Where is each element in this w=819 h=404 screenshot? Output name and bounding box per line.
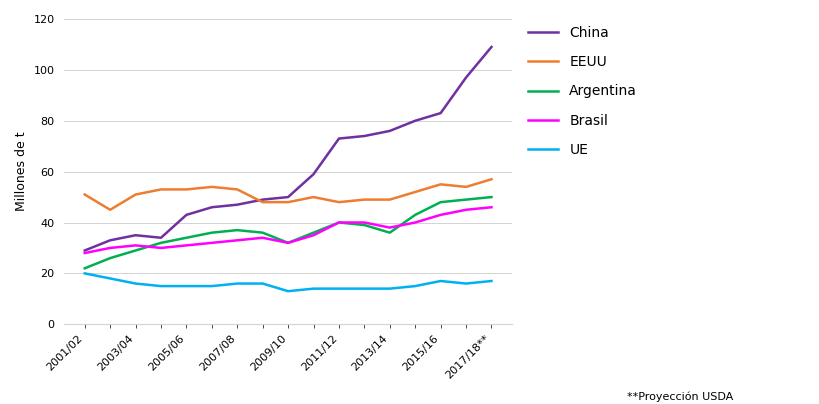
Argentina xyxy=(232,228,242,233)
UE xyxy=(359,286,369,291)
Argentina xyxy=(105,256,115,261)
Brasil xyxy=(308,233,318,238)
Argentina xyxy=(486,195,495,200)
China xyxy=(435,111,445,116)
UE xyxy=(435,279,445,284)
EEUU xyxy=(384,197,394,202)
EEUU xyxy=(359,197,369,202)
Line: China: China xyxy=(84,47,491,250)
China xyxy=(79,248,89,253)
Argentina xyxy=(359,223,369,227)
Line: Argentina: Argentina xyxy=(84,197,491,268)
Legend: China, EEUU, Argentina, Brasil, UE: China, EEUU, Argentina, Brasil, UE xyxy=(527,26,636,157)
China xyxy=(206,205,216,210)
Text: **Proyección USDA: **Proyección USDA xyxy=(627,391,733,402)
UE xyxy=(410,284,419,288)
UE xyxy=(232,281,242,286)
UE xyxy=(257,281,267,286)
EEUU xyxy=(308,195,318,200)
EEUU xyxy=(283,200,292,204)
EEUU xyxy=(79,192,89,197)
Brasil xyxy=(435,213,445,217)
EEUU xyxy=(333,200,343,204)
China xyxy=(130,233,140,238)
Brasil xyxy=(130,243,140,248)
UE xyxy=(384,286,394,291)
Argentina xyxy=(333,220,343,225)
EEUU xyxy=(130,192,140,197)
Brasil xyxy=(486,205,495,210)
China xyxy=(156,236,165,240)
Argentina xyxy=(283,240,292,245)
Brasil xyxy=(156,246,165,250)
China xyxy=(460,75,470,80)
EEUU xyxy=(181,187,191,192)
Brasil xyxy=(105,246,115,250)
EEUU xyxy=(206,185,216,189)
Brasil xyxy=(79,250,89,255)
UE xyxy=(333,286,343,291)
UE xyxy=(486,279,495,284)
Brasil xyxy=(460,207,470,212)
UE xyxy=(206,284,216,288)
UE xyxy=(181,284,191,288)
China xyxy=(257,197,267,202)
China xyxy=(232,202,242,207)
EEUU xyxy=(105,207,115,212)
UE xyxy=(105,276,115,281)
China xyxy=(486,44,495,49)
EEUU xyxy=(410,189,419,194)
China xyxy=(105,238,115,243)
UE xyxy=(130,281,140,286)
Argentina xyxy=(435,200,445,204)
EEUU xyxy=(460,185,470,189)
EEUU xyxy=(232,187,242,192)
Argentina xyxy=(410,213,419,217)
Argentina xyxy=(206,230,216,235)
Brasil xyxy=(410,220,419,225)
UE xyxy=(283,289,292,294)
China xyxy=(359,134,369,139)
Argentina xyxy=(156,240,165,245)
Brasil xyxy=(232,238,242,243)
EEUU xyxy=(486,177,495,182)
Line: EEUU: EEUU xyxy=(84,179,491,210)
Brasil xyxy=(333,220,343,225)
UE xyxy=(156,284,165,288)
China xyxy=(333,136,343,141)
UE xyxy=(460,281,470,286)
Brasil xyxy=(384,225,394,230)
China xyxy=(308,172,318,177)
EEUU xyxy=(156,187,165,192)
Line: UE: UE xyxy=(84,274,491,291)
Argentina xyxy=(257,230,267,235)
Line: Brasil: Brasil xyxy=(84,207,491,253)
Argentina xyxy=(460,197,470,202)
Argentina xyxy=(384,230,394,235)
Y-axis label: Millones de t: Millones de t xyxy=(15,132,28,211)
UE xyxy=(308,286,318,291)
China xyxy=(384,128,394,133)
China xyxy=(283,195,292,200)
China xyxy=(410,118,419,123)
Brasil xyxy=(257,236,267,240)
Brasil xyxy=(206,240,216,245)
Brasil xyxy=(181,243,191,248)
Argentina xyxy=(130,248,140,253)
EEUU xyxy=(435,182,445,187)
Argentina xyxy=(181,236,191,240)
Argentina xyxy=(79,266,89,271)
EEUU xyxy=(257,200,267,204)
Argentina xyxy=(308,230,318,235)
China xyxy=(181,213,191,217)
Brasil xyxy=(283,240,292,245)
UE xyxy=(79,271,89,276)
Brasil xyxy=(359,220,369,225)
